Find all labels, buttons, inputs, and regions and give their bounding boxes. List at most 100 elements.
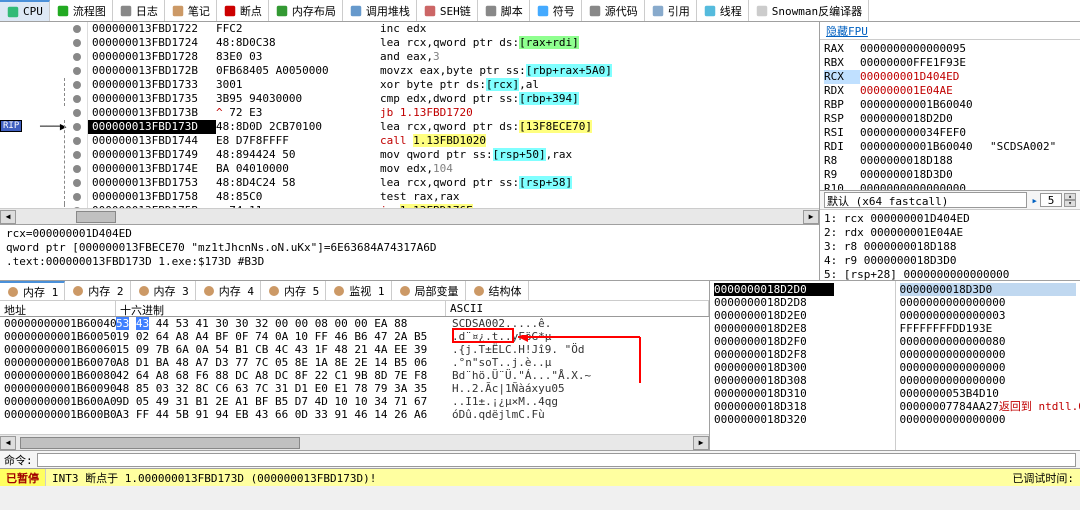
col-hex[interactable]: 十六进制: [116, 301, 446, 316]
reg-R9[interactable]: R90000000018D3D0: [824, 168, 1076, 182]
reg-RSI[interactable]: RSI000000000034FEF0: [824, 126, 1076, 140]
stack-value[interactable]: 0000000000000000: [900, 413, 1077, 426]
stack-row[interactable]: 0000000018D318: [714, 400, 891, 413]
stack-row[interactable]: 0000000018D2F0: [714, 335, 891, 348]
tab-src[interactable]: 源代码: [582, 0, 645, 21]
tab-bp[interactable]: 断点: [217, 0, 269, 21]
reg-R8[interactable]: R80000000018D188: [824, 154, 1076, 168]
tab-script[interactable]: 脚本: [478, 0, 530, 21]
stack-row[interactable]: 0000000018D300: [714, 361, 891, 374]
tab-cpu[interactable]: CPU: [0, 0, 50, 21]
stack-row[interactable]: 0000000018D2F8: [714, 348, 891, 361]
stack-value[interactable]: 0000000018D3D0: [900, 283, 1077, 296]
stack-value[interactable]: 0000000000000000: [900, 348, 1077, 361]
stack-row[interactable]: 0000000018D2E8: [714, 322, 891, 335]
stack-value[interactable]: 0000000000000000: [900, 296, 1077, 309]
dump-tab-5[interactable]: 监视 1: [326, 281, 391, 300]
dump-tab-1[interactable]: 内存 2: [65, 281, 130, 300]
dump-tab-4[interactable]: 内存 5: [261, 281, 326, 300]
stack-value[interactable]: 0000000000000003: [900, 309, 1077, 322]
tab-seh[interactable]: SEH链: [417, 0, 478, 21]
tab-sym[interactable]: 符号: [530, 0, 582, 21]
stack-value[interactable]: FFFFFFFFDD193E: [900, 322, 1077, 335]
reg-RBP[interactable]: RBP00000000001B60040: [824, 98, 1076, 112]
stack-row[interactable]: 0000000018D320: [714, 413, 891, 426]
reg-RSP[interactable]: RSP0000000018D2D0: [824, 112, 1076, 126]
dump-row[interactable]: 00000000001B600B0A3 FF 44 5B 91 94 EB 43…: [0, 408, 709, 421]
disasm-row[interactable]: 000000013FBD17333001xor byte ptr ds:[rcx…: [0, 78, 819, 92]
disasm-row[interactable]: 000000013FBD175Bv 74 11je 1.13FBD176E: [0, 204, 819, 208]
disasm-row[interactable]: ───▶000000013FBD173D48:8D0D 2CB70100lea …: [0, 120, 819, 134]
disasm-row[interactable]: 000000013FBD174EBA 04010000mov edx,104: [0, 162, 819, 176]
registers-header: 隐藏FPU: [820, 22, 1080, 40]
stack-value[interactable]: 0000000000000000: [900, 361, 1077, 374]
tab-mem[interactable]: 内存布局: [269, 0, 343, 21]
stack-value[interactable]: 0000000000000080: [900, 335, 1077, 348]
dump-tab-3[interactable]: 内存 4: [196, 281, 261, 300]
reg-RDI[interactable]: RDI00000000001B60040"SCDSA002": [824, 140, 1076, 154]
reg-R10[interactable]: R100000000000000000: [824, 182, 1076, 190]
argcount-up-button[interactable]: ▴: [1064, 193, 1076, 200]
dump-row[interactable]: 00000000001B6004053 43 44 53 41 30 30 32…: [0, 317, 709, 330]
stack-row[interactable]: 0000000018D308: [714, 374, 891, 387]
stack-row[interactable]: 0000000018D2E0: [714, 309, 891, 322]
col-ascii[interactable]: ASCII: [446, 301, 709, 316]
dump-tabs: 内存 1内存 2内存 3内存 4内存 5监视 1局部变量结构体: [0, 281, 709, 301]
stack-row[interactable]: 0000000018D2D0: [714, 283, 891, 296]
dump-tab-0[interactable]: 内存 1: [0, 281, 65, 300]
disasm-row[interactable]: 000000013FBD175348:8D4C24 58lea rcx,qwor…: [0, 176, 819, 190]
status-message: INT3 断点于 1.000000013FBD173D (000000013FB…: [46, 470, 1006, 486]
tab-note[interactable]: 笔记: [165, 0, 217, 21]
dump-row[interactable]: 00000000001B6008042 64 A8 68 F6 88 DC A8…: [0, 369, 709, 382]
dump-tab-7[interactable]: 结构体: [466, 281, 529, 300]
dump-row[interactable]: 00000000001B6005019 02 64 A8 A4 BF 0F 74…: [0, 330, 709, 343]
stack-value[interactable]: 0000000053B4D10: [900, 387, 1077, 400]
reg-RBX[interactable]: RBX00000000FFE1F93E: [824, 56, 1076, 70]
tab-log[interactable]: 日志: [113, 0, 165, 21]
tab-ref[interactable]: 引用: [645, 0, 697, 21]
col-address[interactable]: 地址: [0, 301, 116, 316]
command-input[interactable]: [37, 453, 1076, 467]
scroll-left-button[interactable]: ◀: [0, 210, 16, 224]
status-bar: 已暂停 INT3 断点于 1.000000013FBD173D (0000000…: [0, 468, 1080, 486]
reg-RAX[interactable]: RAX0000000000000095: [824, 42, 1076, 56]
tab-stack[interactable]: 调用堆栈: [343, 0, 417, 21]
dump-tab-2[interactable]: 内存 3: [131, 281, 196, 300]
tab-flow[interactable]: 流程图: [50, 0, 113, 21]
disasm-row[interactable]: 000000013FBD172883E0 03and eax,3: [0, 50, 819, 64]
hexdump-view[interactable]: 00000000001B6004053 43 44 53 41 30 30 32…: [0, 317, 709, 434]
stack-value[interactable]: 0000000000000000: [900, 374, 1077, 387]
disassembly-view[interactable]: 000000013FBD1722FFC2inc edx000000013FBD1…: [0, 22, 819, 208]
scroll-right-button[interactable]: ▶: [803, 210, 819, 224]
disasm-row[interactable]: 000000013FBD175848:85C0test rax,rax: [0, 190, 819, 204]
tab-snow[interactable]: Snowman反编译器: [749, 0, 869, 21]
stack-value[interactable]: 00000007784AA27 返回到 ntdll.00000: [900, 400, 1077, 413]
stack-left[interactable]: 0000000018D2D00000000018D2D80000000018D2…: [710, 281, 896, 450]
dump-row[interactable]: 00000000001B6009048 85 03 32 8C C6 63 7C…: [0, 382, 709, 395]
dump-scrollbar[interactable]: ◀ ▶: [0, 434, 709, 450]
reg-RDX[interactable]: RDX000000001E04AE: [824, 84, 1076, 98]
callconv-select[interactable]: 默认 (x64 fastcall): [824, 192, 1027, 208]
dump-row[interactable]: 00000000001B600A09D 05 49 31 B1 2E A1 BF…: [0, 395, 709, 408]
registers-view[interactable]: RAX0000000000000095RBX00000000FFE1F93ERC…: [820, 40, 1080, 190]
argcount-down-button[interactable]: ▾: [1064, 200, 1076, 207]
disasm-row[interactable]: 000000013FBD1722FFC2inc edx: [0, 22, 819, 36]
disasm-row[interactable]: 000000013FBD174948:894424 50mov qword pt…: [0, 148, 819, 162]
scroll-thumb[interactable]: [76, 211, 116, 223]
disasm-row[interactable]: 000000013FBD172B0FB68405 A0050000movzx e…: [0, 64, 819, 78]
stack-row[interactable]: 0000000018D2D8: [714, 296, 891, 309]
hide-fpu-link[interactable]: 隐藏FPU: [826, 23, 868, 39]
stack-row[interactable]: 0000000018D310: [714, 387, 891, 400]
dump-tab-6[interactable]: 局部变量: [392, 281, 466, 300]
dump-row[interactable]: 00000000001B60070A8 D1 BA 48 A7 D3 77 7C…: [0, 356, 709, 369]
disasm-row[interactable]: 000000013FBD173B^ 72 E3jb 1.13FBD1720: [0, 106, 819, 120]
reg-RCX[interactable]: RCX000000001D404ED: [824, 70, 1076, 84]
dump-row[interactable]: 00000000001B6006015 09 7B 6A 0A 54 B1 CB…: [0, 343, 709, 356]
stack-right[interactable]: 0000000018D3D000000000000000000000000000…: [896, 281, 1080, 450]
disasm-row[interactable]: 000000013FBD17353B95 94030000cmp edx,dwo…: [0, 92, 819, 106]
argcount-input[interactable]: [1040, 193, 1062, 207]
disasm-row[interactable]: 000000013FBD172448:8D0C38lea rcx,qword p…: [0, 36, 819, 50]
tab-thread[interactable]: 线程: [697, 0, 749, 21]
disasm-row[interactable]: 000000013FBD1744E8 D7F8FFFFcall 1.13FBD1…: [0, 134, 819, 148]
disasm-scrollbar[interactable]: ◀ ▶: [0, 208, 819, 224]
